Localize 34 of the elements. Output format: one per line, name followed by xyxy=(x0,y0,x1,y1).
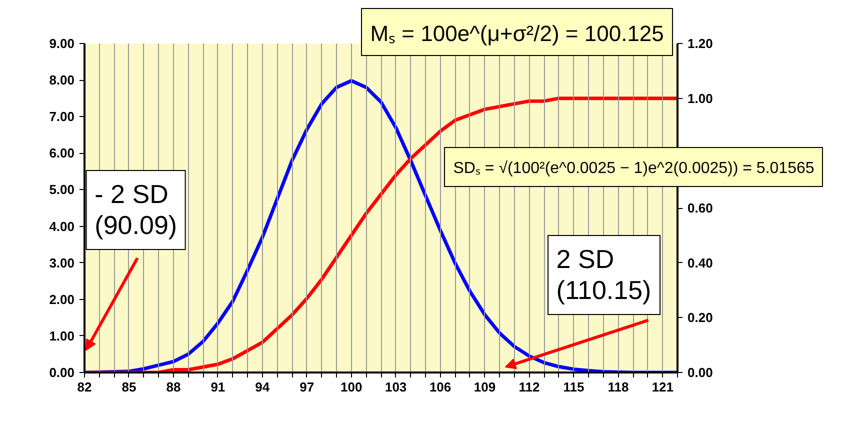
x-tick-label: 109 xyxy=(474,380,496,394)
y-tick-label: 8.00 xyxy=(49,72,75,88)
x-tick-label: 112 xyxy=(518,380,540,394)
y2-tick-label: 1.20 xyxy=(688,36,713,51)
annotation: SDₛ = √(100²(e^0.0025 − 1)e^2(0.0025)) = 5.01565 xyxy=(444,146,824,187)
x-tick-label: 94 xyxy=(255,380,270,394)
annotation: Mₛ = 100e^(μ+σ²/2) = 100.125 xyxy=(361,8,673,56)
y2-tick-label: 0.20 xyxy=(688,310,713,326)
y-tick-label: 7.00 xyxy=(49,109,75,124)
x-tick-label: 121 xyxy=(652,380,674,394)
y-tick-label: 1.00 xyxy=(49,328,75,344)
annotation: 2 SD (110.15) xyxy=(547,234,660,315)
x-tick-label: 85 xyxy=(122,380,136,394)
y2-tick-label: 0.40 xyxy=(688,255,713,270)
x-tick-label: 88 xyxy=(166,380,181,394)
y-tick-label: 3.00 xyxy=(49,255,75,270)
y2-tick-label: 0.60 xyxy=(688,200,713,216)
x-tick-label: 91 xyxy=(210,380,226,394)
x-tick-label: 106 xyxy=(429,380,452,394)
y2-tick-label: 1.00 xyxy=(688,90,713,106)
x-tick-label: 115 xyxy=(563,380,584,394)
x-tick-label: 100 xyxy=(340,380,362,394)
y-tick-label: 9.00 xyxy=(49,36,75,51)
y-tick-label: 2.00 xyxy=(49,292,75,307)
x-tick-label: 82 xyxy=(77,380,92,394)
y-tick-label: 6.00 xyxy=(49,146,75,161)
y-tick-label: 0.00 xyxy=(49,365,75,380)
y-tick-label: 4.00 xyxy=(49,218,75,234)
y-tick-label: 5.00 xyxy=(49,182,75,198)
x-tick-label: 97 xyxy=(300,380,314,394)
x-tick-label: 103 xyxy=(384,380,407,394)
annotation: - 2 SD (90.09) xyxy=(86,170,186,250)
y2-tick-label: 0.00 xyxy=(688,365,713,380)
x-tick-label: 118 xyxy=(608,380,629,394)
